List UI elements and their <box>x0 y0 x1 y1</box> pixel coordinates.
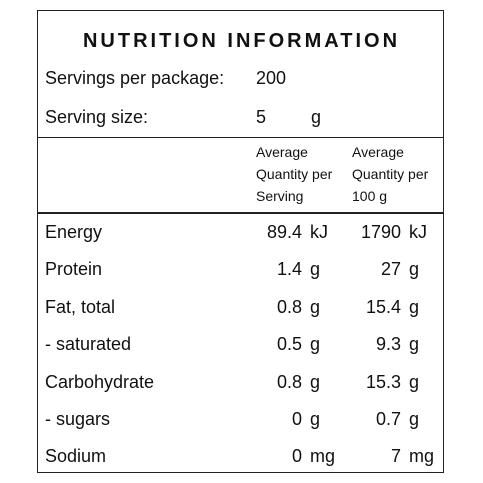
per-100g-value: 1790 <box>360 222 401 242</box>
per-100g-unit: g <box>409 371 420 392</box>
per-100g-value: 27 <box>380 259 401 280</box>
divider <box>37 137 444 138</box>
per-100g-unit: kJ <box>409 222 427 242</box>
per-100g-unit: mg <box>409 446 435 467</box>
per-100g-value: 0.7 <box>375 409 401 429</box>
per-serving-value: 0.5 <box>276 334 302 355</box>
per-100g-value: 7 <box>390 446 401 467</box>
per-serving-unit: g <box>310 409 321 429</box>
serving-value: 5 <box>256 107 267 127</box>
per-100g-value: 15.3 <box>365 371 401 392</box>
nutrient-name: Fat, total <box>45 296 116 317</box>
nutrient-name: - sugars <box>45 409 111 429</box>
per-100g-value: 15.4 <box>365 296 401 317</box>
serving-label: Servings per package: <box>45 68 225 88</box>
title: NUTRITION INFORMATION <box>82 30 401 52</box>
per-serving-unit: g <box>310 334 321 355</box>
per-100g-unit: g <box>409 259 420 280</box>
nutrient-name: Carbohydrate <box>45 371 155 392</box>
per-serving-unit: kJ <box>310 222 328 242</box>
panel <box>37 10 444 473</box>
per-serving-value: 0.8 <box>276 371 302 392</box>
per-serving-value: 0 <box>291 446 302 467</box>
nutrient-name: Protein <box>45 259 103 280</box>
serving-label: Serving size: <box>45 107 149 127</box>
nutrient-name: Sodium <box>45 446 107 467</box>
per-serving-unit: mg <box>310 446 336 467</box>
per-100g-value: 9.3 <box>375 334 401 355</box>
per-serving-unit: g <box>310 296 321 317</box>
per-100g-unit: g <box>409 296 420 317</box>
per-serving-unit: g <box>310 371 321 392</box>
per-100g-unit: g <box>409 409 420 429</box>
divider <box>37 212 444 214</box>
per-serving-value: 0.8 <box>276 296 302 317</box>
per-serving-value: 89.4 <box>266 222 302 242</box>
nutrient-name: - saturated <box>45 334 132 355</box>
column-header: Average Quantity per Serving <box>256 144 333 204</box>
column-header: Average Quantity per 100 g <box>352 144 429 204</box>
per-100g-unit: g <box>409 334 420 355</box>
per-serving-value: 1.4 <box>276 259 302 280</box>
serving-value: 200 <box>256 68 287 88</box>
nutrient-name: Energy <box>45 222 103 242</box>
per-serving-value: 0 <box>291 409 302 429</box>
per-serving-unit: g <box>310 259 321 280</box>
serving-unit: g <box>311 107 322 127</box>
